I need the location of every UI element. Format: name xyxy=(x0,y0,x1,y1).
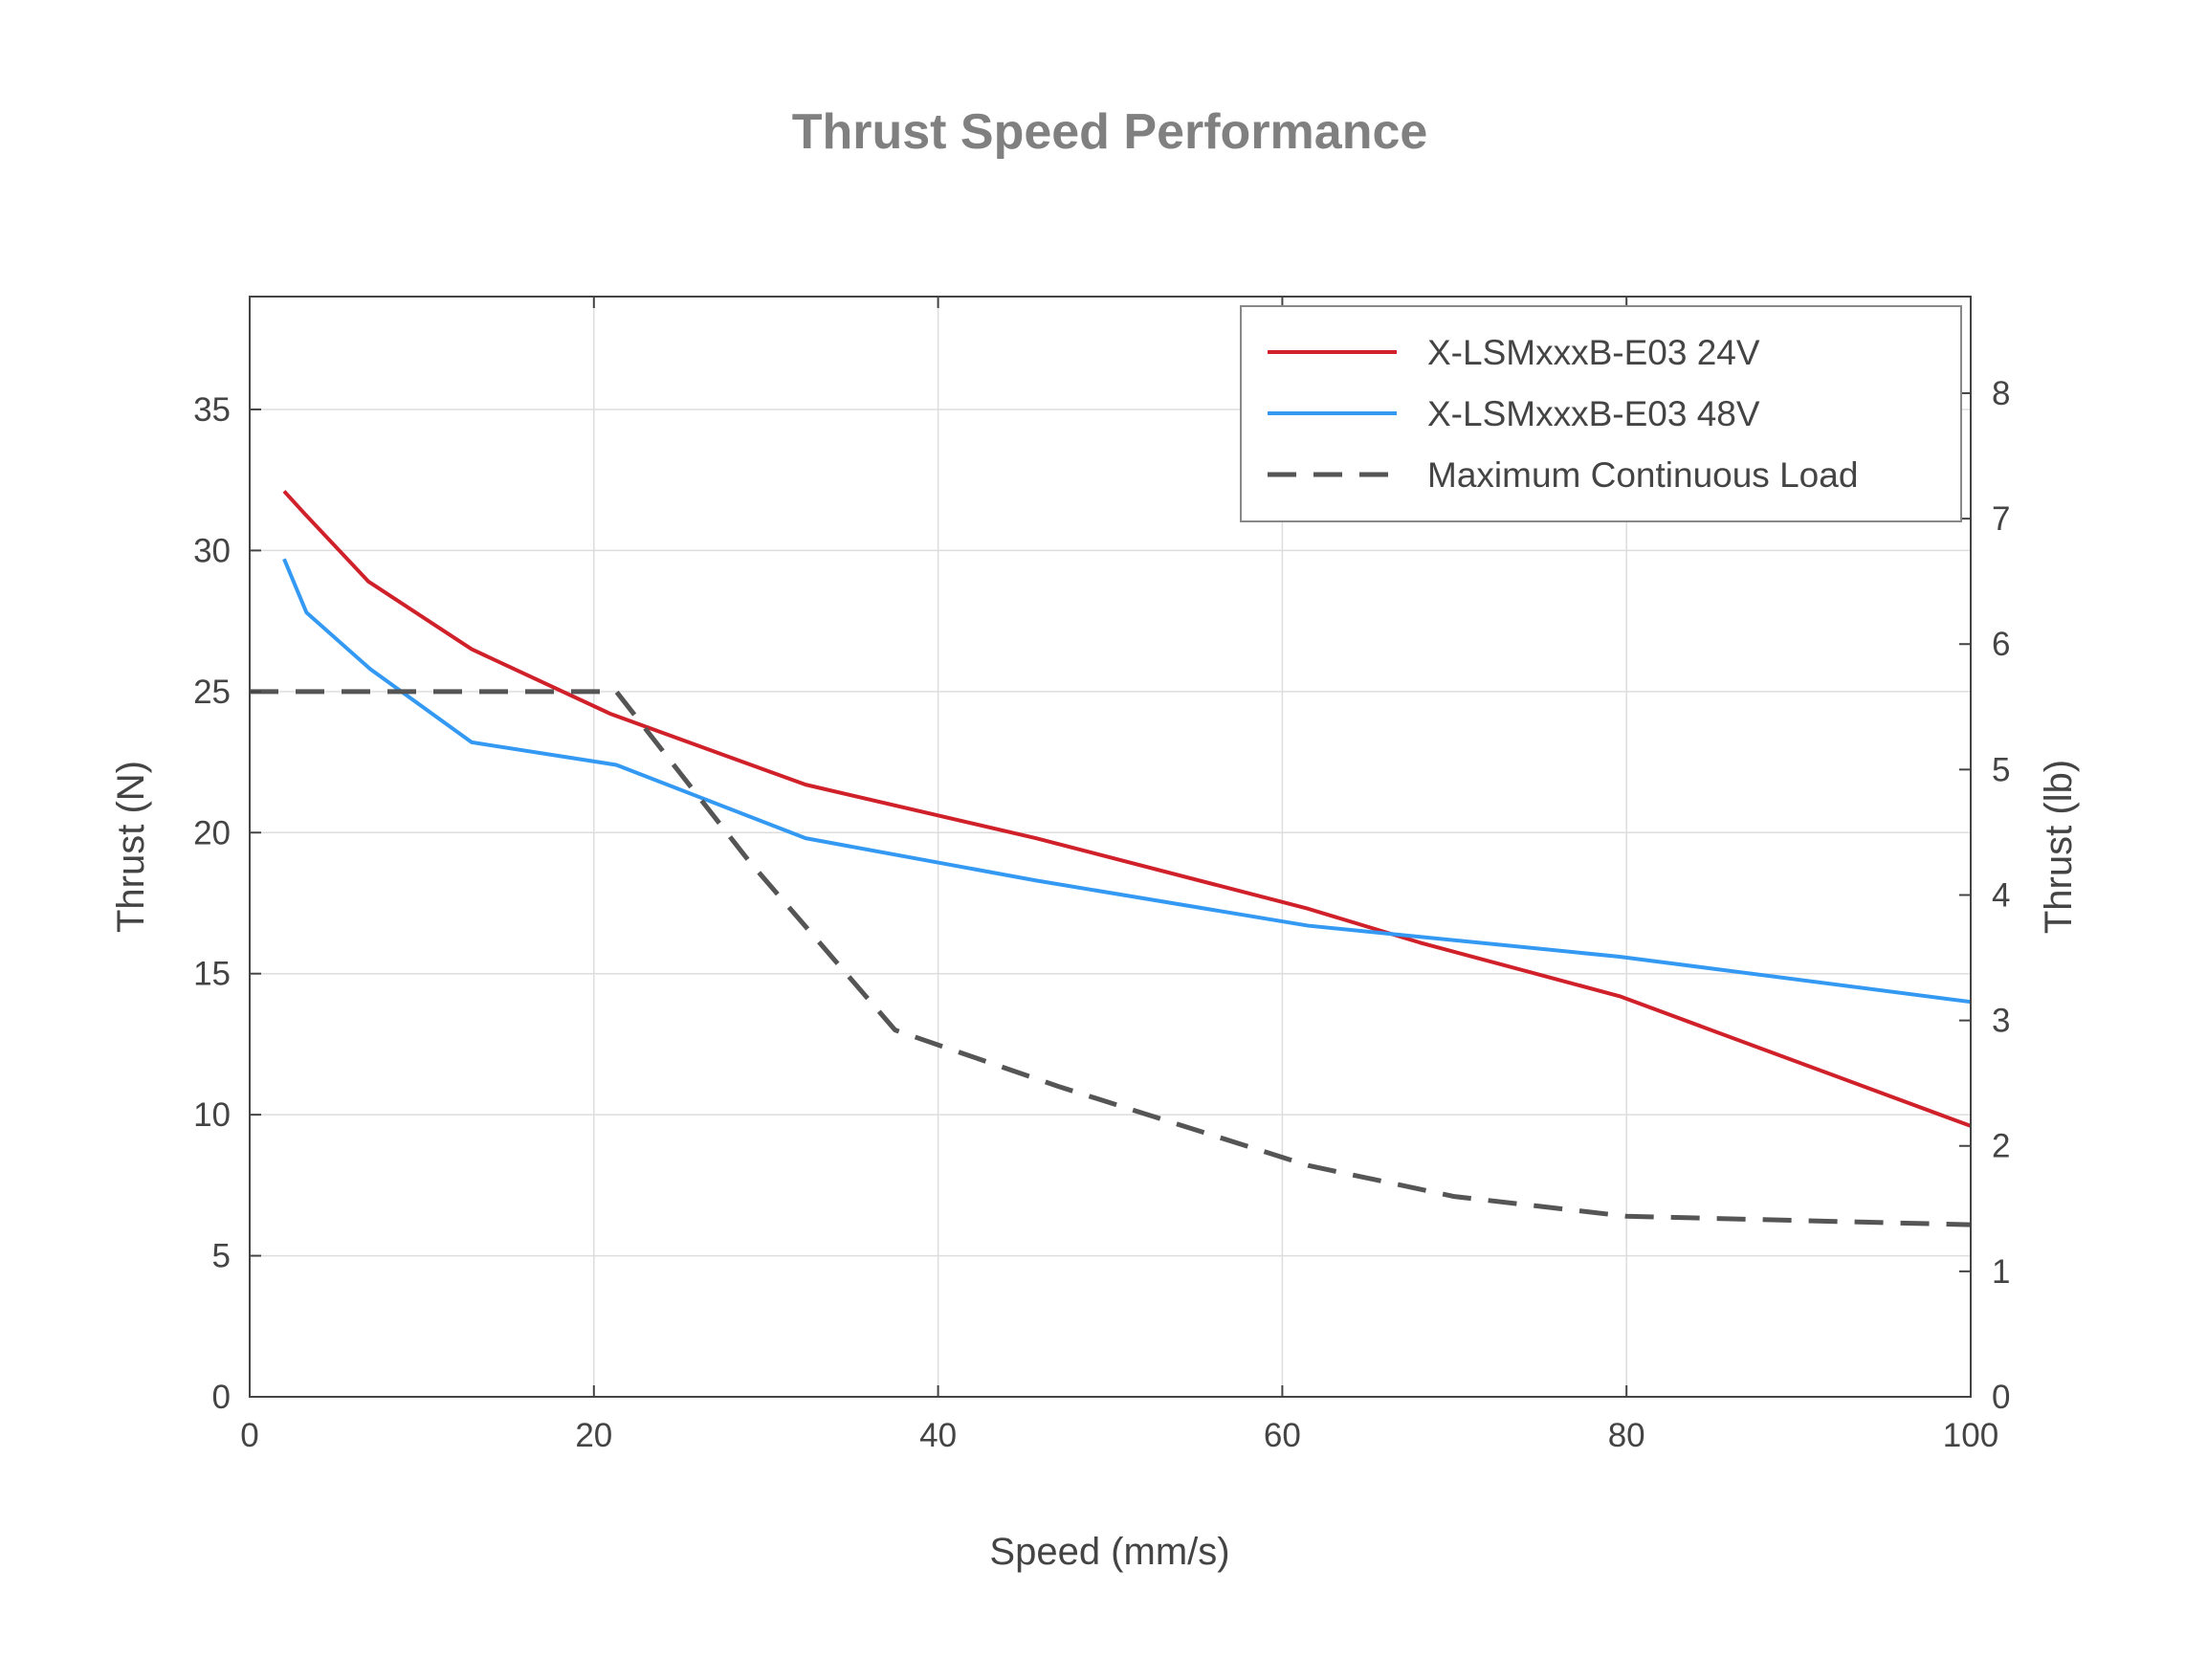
x-tick-label: 40 xyxy=(919,1417,957,1454)
legend-label: Maximum Continuous Load xyxy=(1427,455,1858,495)
y2-tick-label: 1 xyxy=(1992,1253,2010,1291)
legend-label: X-LSMxxxB-E03 24V xyxy=(1427,333,1760,372)
x-axis-label: Speed (mm/s) xyxy=(989,1531,1229,1573)
y2-tick-label: 2 xyxy=(1992,1128,2010,1165)
y-tick-label: 20 xyxy=(193,814,231,851)
x-tick-label: 20 xyxy=(575,1417,612,1454)
y2-tick-label: 6 xyxy=(1992,626,2010,663)
y2-tick-label: 4 xyxy=(1992,876,2010,914)
y-tick-label: 30 xyxy=(193,532,231,569)
series-line-2 xyxy=(282,558,1972,1005)
y-tick-label: 5 xyxy=(212,1238,231,1275)
x-tick-label: 60 xyxy=(1264,1417,1301,1454)
y2-axis-label: Thrust (lb) xyxy=(2038,760,2080,934)
y-axis-label: Thrust (N) xyxy=(110,761,152,933)
x-tick-label: 0 xyxy=(240,1417,258,1454)
legend: X-LSMxxxB-E03 24V X-LSMxxxB-E03 48V Maximu… xyxy=(1240,305,1962,522)
y2-tick-label: 5 xyxy=(1992,751,2010,788)
chart-title: Thrust Speed Performance xyxy=(792,104,1428,160)
y2-tick-label: 7 xyxy=(1992,500,2010,538)
y-tick-label: 15 xyxy=(193,956,231,993)
plot-frame xyxy=(249,296,1972,1398)
y-tick-label: 0 xyxy=(212,1379,231,1416)
y-tick-label: 10 xyxy=(193,1096,231,1134)
series-line-1 xyxy=(282,490,1972,1128)
y2-tick-label: 3 xyxy=(1992,1003,2010,1040)
series-line-3 xyxy=(250,689,1972,1227)
x-tick-label: 100 xyxy=(1943,1417,1998,1454)
y2-tick-label: 8 xyxy=(1992,375,2010,412)
legend-label: X-LSMxxxB-E03 48V xyxy=(1427,394,1760,433)
y-tick-label: 25 xyxy=(193,674,231,711)
y2-tick-label: 0 xyxy=(1992,1379,2010,1416)
x-tick-label: 80 xyxy=(1608,1417,1645,1454)
y-tick-label: 35 xyxy=(193,391,231,429)
